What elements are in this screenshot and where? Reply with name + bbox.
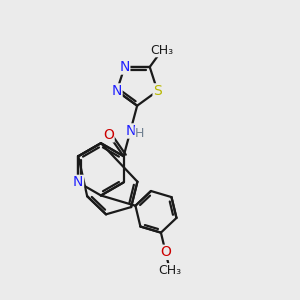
Text: CH₃: CH₃ (158, 264, 182, 277)
Text: O: O (160, 245, 171, 259)
Text: H: H (135, 127, 145, 140)
Text: N: N (112, 84, 122, 98)
Text: O: O (103, 128, 114, 142)
Text: N: N (119, 60, 130, 74)
Text: S: S (153, 84, 162, 98)
Text: CH₃: CH₃ (150, 44, 173, 57)
Text: N: N (73, 176, 83, 189)
Text: N: N (125, 124, 136, 138)
